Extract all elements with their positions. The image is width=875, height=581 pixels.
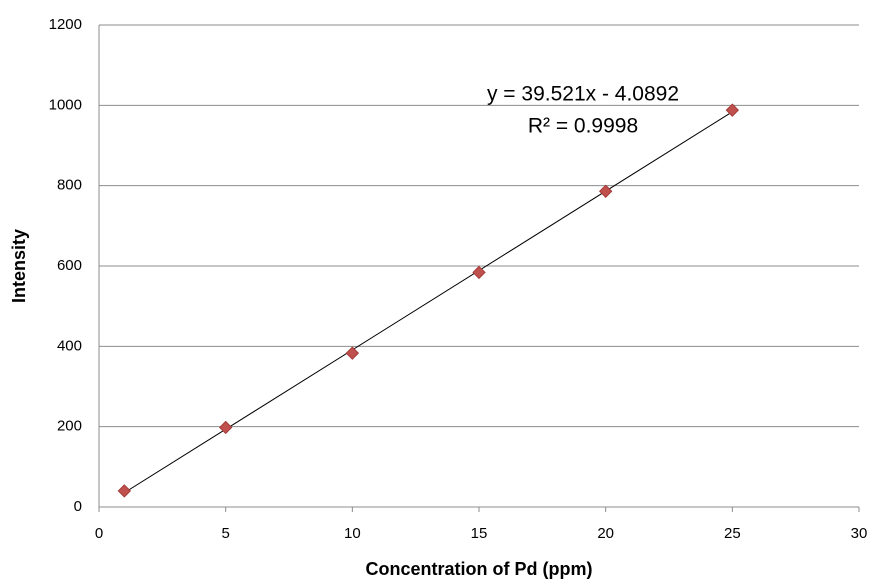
marker [472,265,486,280]
x-axis-title: Concentration of Pd (ppm) [366,559,593,579]
trend-equation: y = 39.521x - 4.0892 [487,83,679,106]
r-squared: R² = 0.9998 [528,115,638,138]
x-tick-label: 10 [344,525,361,542]
x-tick-label: 5 [221,525,229,542]
x-tick-label: 30 [851,525,868,542]
y-axis-title: Intensity [9,229,29,303]
y-tick-label: 1200 [49,16,82,33]
marker [345,346,360,360]
x-tick-label: 20 [597,525,614,542]
y-tick-label: 200 [57,418,82,435]
marker [117,484,132,498]
x-tick-label: 15 [471,525,488,542]
y-tick-label: 600 [57,257,82,274]
x-tick-label: 25 [724,525,741,542]
trendline [124,111,733,494]
y-tick-label: 400 [57,337,82,354]
marker [218,420,233,435]
y-tick-label: 0 [74,498,82,515]
y-tick-label: 1000 [49,96,82,113]
marker [725,103,740,117]
marker [598,184,613,198]
x-tick-label: 0 [95,525,103,542]
y-tick-label: 800 [57,177,82,194]
